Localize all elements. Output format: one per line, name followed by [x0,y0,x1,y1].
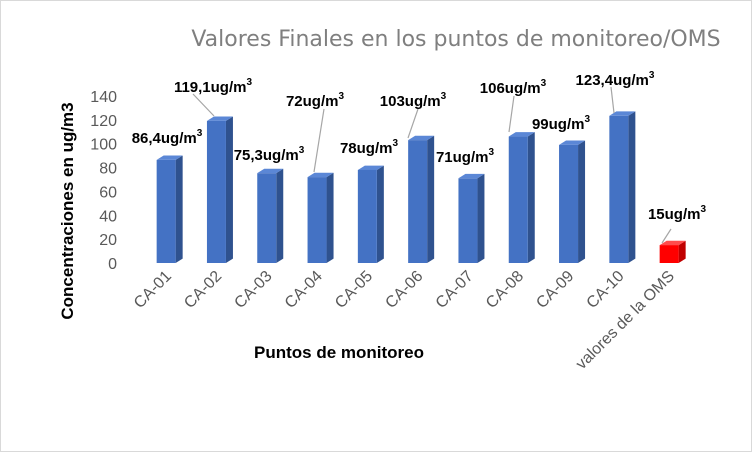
y-tick-label: 20 [99,232,117,249]
data-label: 71ug/m3 [436,147,495,166]
data-label: 72ug/m3 [286,91,345,110]
leader-lines [192,86,672,244]
data-labels: 86,4ug/m3 119,1ug/m3 75,3ug/m3 72ug/m3 78ug/… [132,70,707,223]
y-tick-label: 100 [90,137,117,154]
y-tick-label: 60 [99,184,117,201]
bar-oms [659,240,686,263]
data-label: 119,1ug/m3 [174,77,253,96]
x-tick-label: CA-07 [433,268,477,312]
data-label: 15ug/m3 [648,204,707,223]
data-label: 123,4ug/m3 [576,70,655,89]
bar [156,155,183,263]
bar [458,173,485,263]
data-label: 75,3ug/m3 [234,145,305,164]
y-tick-label: 0 [108,256,117,273]
x-tick-label: CA-03 [231,268,275,312]
data-label: 106ug/m3 [480,78,547,97]
y-axis-ticks: 0 20 40 60 80 100 120 140 [90,89,117,273]
x-tick-label: CA-01 [131,268,175,312]
leader-line [407,108,419,139]
bar [307,172,334,263]
bar [257,168,284,263]
x-tick-label: CA-02 [181,268,225,312]
x-tick-label: CA-10 [584,268,628,312]
leader-line [610,86,615,114]
bar [609,111,636,264]
y-tick-label: 120 [90,113,117,130]
data-label: 103ug/m3 [380,91,447,110]
x-tick-label: CA-09 [533,268,577,312]
bar [559,140,586,263]
leader-line [313,108,325,173]
chart-title: Valores Finales en los puntos de monitor… [191,27,720,52]
y-tick-label: 140 [90,89,117,106]
x-tick-label: CA-05 [332,268,376,312]
data-label: 78ug/m3 [340,138,399,157]
bar [357,165,384,263]
bar [508,132,535,263]
leader-line [508,95,515,133]
data-label: 99ug/m3 [532,114,591,133]
x-tick-label: CA-08 [483,268,527,312]
leader-line [192,93,215,117]
x-tick-label: CA-04 [282,268,326,312]
bars [156,111,686,264]
bar [206,116,233,263]
y-axis-title: Concentraciones en ug/m3 [58,102,77,319]
data-label: 86,4ug/m3 [132,128,203,147]
x-tick-label: valores de la OMS [573,268,678,373]
bar [408,135,435,263]
leader-line [661,228,672,244]
y-tick-label: 80 [99,161,117,178]
y-tick-label: 40 [99,208,117,225]
x-tick-label: CA-06 [382,268,426,312]
x-axis-title: Puntos de monitoreo [254,343,424,362]
